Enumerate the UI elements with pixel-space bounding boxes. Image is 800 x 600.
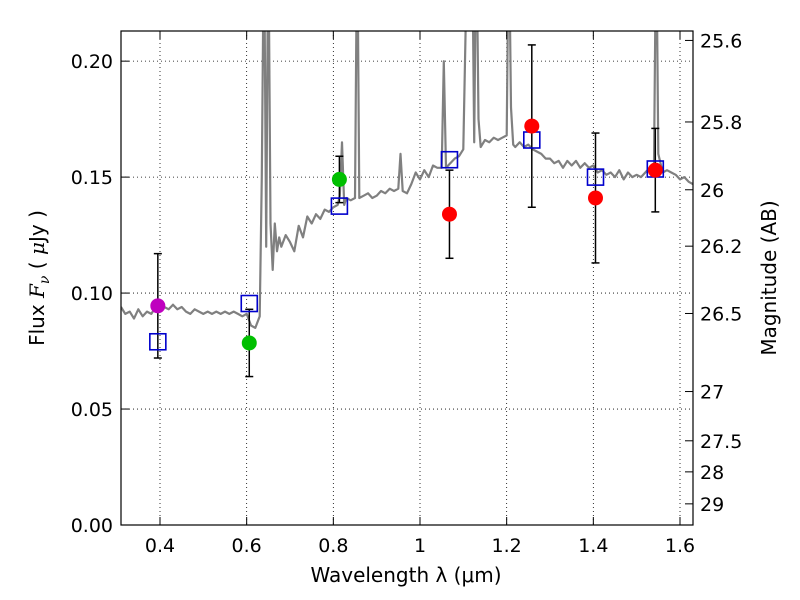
axis-ticks bbox=[121, 31, 693, 526]
x-tick-label: 1.4 bbox=[578, 535, 608, 557]
observed-flux-point bbox=[241, 335, 257, 351]
observed-flux-point bbox=[647, 162, 663, 178]
x-tick-label: 0.4 bbox=[145, 535, 175, 557]
model-flux-square bbox=[440, 150, 459, 169]
plot-frame bbox=[120, 30, 694, 526]
y2-tick-label: 27.5 bbox=[700, 431, 742, 453]
y2-tick-label: 26 bbox=[700, 180, 724, 202]
y-axis-label-suffix: Jy ) bbox=[25, 210, 49, 244]
y-axis-label-nu: ν bbox=[37, 275, 53, 284]
y2-tick-label: 26.2 bbox=[700, 236, 742, 258]
grid-lines bbox=[121, 31, 693, 526]
tick-labels: 0.4 0.6 0.8 1 1.2 1.4 1.6 0.00 0.05 0.10 0.15 0.20 2… bbox=[71, 30, 743, 557]
y-tick-label: 0.20 bbox=[71, 51, 113, 73]
x-axis-label: Wavelength λ (μm) bbox=[310, 563, 501, 587]
y2-tick-label: 27 bbox=[700, 382, 724, 404]
errorbars bbox=[153, 44, 660, 378]
observed-flux-point bbox=[441, 206, 457, 222]
model-flux-square bbox=[240, 294, 259, 313]
observed-flux-point bbox=[524, 118, 540, 134]
model-flux-square bbox=[330, 197, 349, 215]
x-tick-label: 0.8 bbox=[318, 535, 348, 557]
y-axis-label-mu: μ bbox=[25, 242, 49, 255]
plot-area bbox=[121, 31, 693, 378]
y-axis-label-mid: ( bbox=[25, 255, 49, 276]
y2-tick-label: 29 bbox=[700, 494, 724, 516]
y-tick-label: 0.00 bbox=[71, 515, 113, 537]
x-tick-label: 1 bbox=[414, 535, 426, 557]
y-tick-label: 0.15 bbox=[71, 167, 113, 189]
model-spectrum-line bbox=[121, 31, 693, 329]
y2-tick-label: 26.5 bbox=[700, 303, 742, 325]
y-tick-label: 0.10 bbox=[71, 283, 113, 305]
observed-photometry-markers bbox=[150, 118, 663, 351]
observed-flux-point bbox=[331, 171, 347, 187]
y2-tick-label: 28 bbox=[700, 462, 724, 484]
y-axis-label-F: F bbox=[25, 283, 49, 299]
y2-tick-label: 25.6 bbox=[700, 30, 742, 52]
x-tick-label: 1.2 bbox=[492, 535, 522, 557]
x-tick-label: 0.6 bbox=[232, 535, 262, 557]
observed-flux-point bbox=[150, 298, 166, 314]
y2-axis-label: Magnitude (AB) bbox=[757, 200, 781, 355]
observed-flux-point bbox=[588, 190, 603, 206]
y-axis-label-prefix: Flux bbox=[25, 298, 49, 346]
y-tick-label: 0.05 bbox=[71, 399, 113, 421]
model-flux-square bbox=[586, 168, 605, 186]
x-tick-label: 1.6 bbox=[665, 535, 695, 557]
model-flux-square bbox=[149, 332, 167, 351]
y2-tick-label: 25.8 bbox=[700, 112, 742, 134]
y-axis-label: Flux Fν ( μJy ) bbox=[25, 210, 53, 346]
